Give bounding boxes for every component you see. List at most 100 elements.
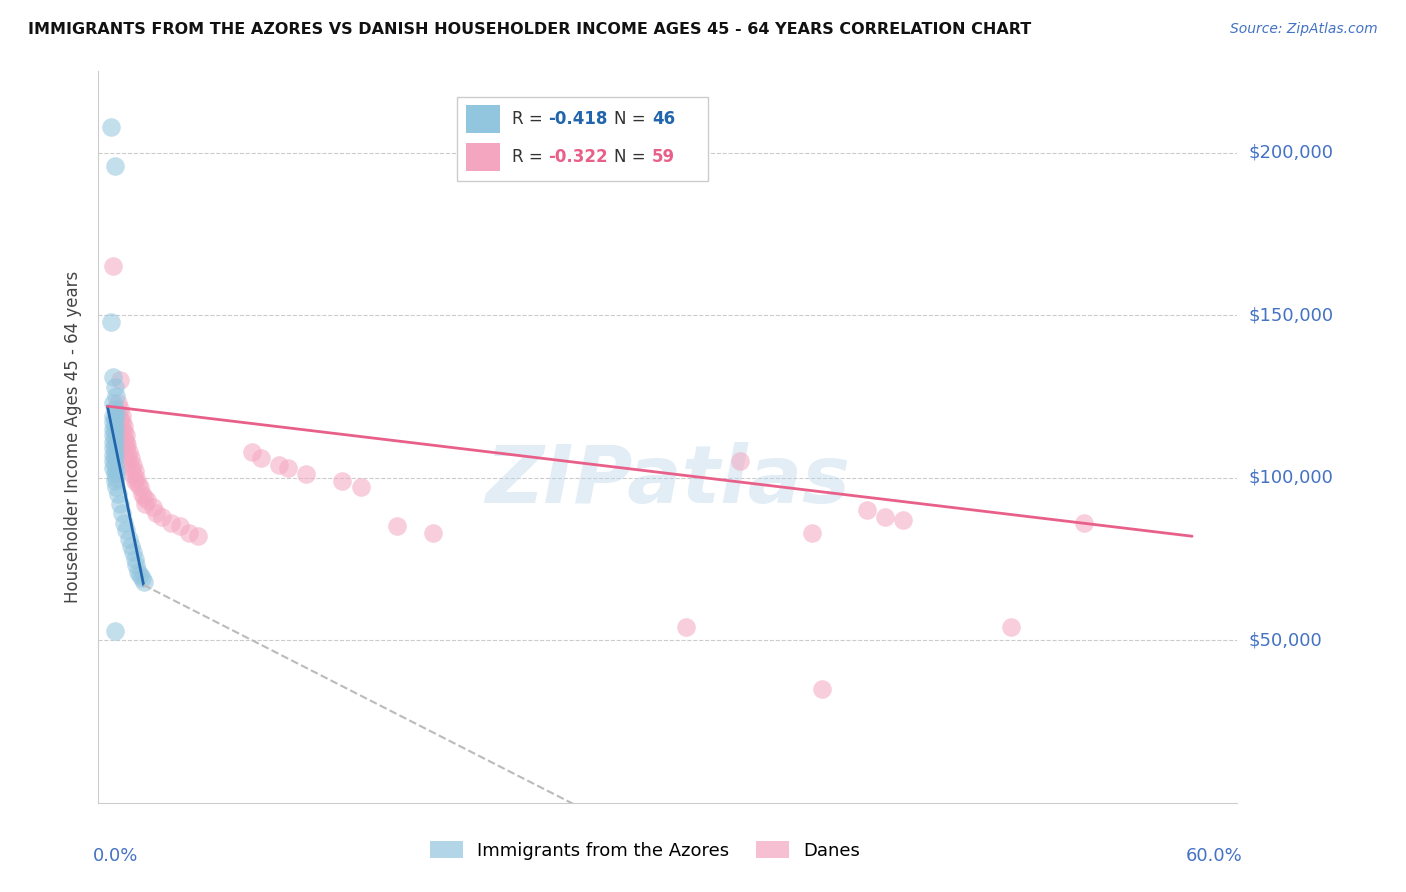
Point (101, 448, 124, 462)
Point (295, 467, 318, 482)
Point (117, 438, 139, 452)
Point (104, 402, 127, 417)
Point (114, 428, 136, 442)
Point (675, 620, 697, 634)
Point (187, 529, 209, 543)
Point (101, 461, 124, 475)
Point (145, 507, 167, 521)
Text: IMMIGRANTS FROM THE AZORES VS DANISH HOUSEHOLDER INCOME AGES 45 - 64 YEARS CORRE: IMMIGRANTS FROM THE AZORES VS DANISH HOU… (28, 22, 1032, 37)
Point (100, 120, 122, 134)
Point (136, 493, 159, 508)
Point (240, 444, 263, 458)
Point (121, 467, 143, 482)
Text: 46: 46 (652, 110, 675, 128)
Point (107, 406, 129, 420)
Point (105, 471, 128, 485)
Point (101, 434, 124, 449)
Point (169, 519, 191, 533)
Point (101, 416, 124, 430)
Text: $50,000: $50,000 (1249, 632, 1322, 649)
Point (104, 432, 127, 446)
FancyBboxPatch shape (467, 105, 501, 133)
Point (1073, 516, 1095, 531)
Point (104, 458, 127, 472)
Point (801, 526, 824, 541)
Point (108, 402, 131, 417)
Point (121, 458, 143, 472)
Point (121, 545, 143, 559)
Point (104, 474, 127, 488)
Point (150, 509, 173, 524)
Point (132, 574, 155, 589)
Point (177, 526, 200, 541)
Text: N =: N = (614, 148, 651, 166)
Text: ZIPatlas: ZIPatlas (485, 442, 851, 520)
Point (114, 523, 136, 537)
Point (124, 474, 146, 488)
Point (104, 451, 127, 466)
Point (104, 159, 127, 173)
Text: Source: ZipAtlas.com: Source: ZipAtlas.com (1230, 22, 1378, 37)
Point (107, 396, 129, 410)
Point (101, 409, 124, 423)
Point (101, 454, 124, 468)
Point (111, 507, 134, 521)
Point (101, 428, 124, 442)
Text: $200,000: $200,000 (1249, 144, 1333, 161)
Text: 59: 59 (652, 148, 675, 166)
Point (124, 552, 146, 566)
Point (120, 461, 142, 475)
Text: R =: R = (512, 110, 548, 128)
Point (349, 480, 371, 494)
Text: $150,000: $150,000 (1249, 306, 1333, 324)
Point (131, 487, 153, 501)
Point (107, 487, 129, 501)
Point (117, 448, 139, 462)
Point (100, 315, 122, 329)
Point (127, 565, 149, 579)
Text: -0.322: -0.322 (548, 148, 607, 166)
Point (104, 438, 127, 452)
Point (159, 516, 181, 531)
Point (104, 425, 127, 440)
Point (101, 396, 124, 410)
Point (118, 444, 141, 458)
Point (105, 464, 128, 478)
Point (104, 418, 127, 433)
Point (104, 467, 127, 482)
Point (124, 464, 146, 478)
Text: N =: N = (614, 110, 651, 128)
Point (132, 490, 155, 504)
Point (332, 474, 354, 488)
Point (142, 500, 165, 514)
Point (112, 516, 135, 531)
Point (118, 533, 141, 547)
Point (111, 409, 134, 423)
Point (111, 422, 134, 436)
Point (125, 558, 148, 573)
Point (269, 458, 291, 472)
Point (112, 425, 135, 440)
Point (104, 624, 127, 638)
Point (127, 477, 149, 491)
FancyBboxPatch shape (457, 97, 707, 181)
Text: -0.418: -0.418 (548, 110, 607, 128)
Point (104, 380, 127, 394)
Point (118, 454, 141, 468)
Point (385, 519, 408, 533)
Point (250, 451, 273, 466)
Point (422, 526, 444, 541)
Point (104, 412, 127, 426)
Point (125, 471, 148, 485)
Point (114, 442, 136, 456)
Point (105, 406, 128, 420)
Y-axis label: Householder Income Ages 45 - 64 years: Householder Income Ages 45 - 64 years (65, 271, 83, 603)
Point (728, 454, 751, 468)
Point (108, 373, 131, 387)
Point (810, 681, 832, 696)
Point (277, 461, 299, 475)
Point (134, 497, 156, 511)
Text: R =: R = (512, 148, 548, 166)
Point (101, 422, 124, 436)
Point (112, 432, 135, 446)
